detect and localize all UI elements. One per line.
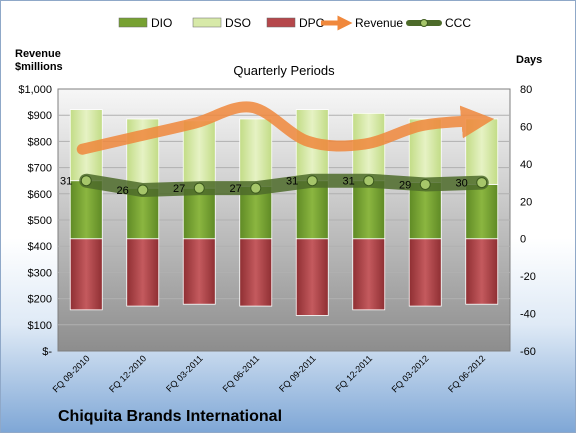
x-tick-label: FQ 09-2011 [277,353,318,394]
ccc-data-label: 31 [343,176,355,188]
dpo-bar [239,238,273,307]
dpo-bar [126,238,160,307]
dso-bar [465,118,499,185]
x-tick-label: FQ 12-2011 [334,353,375,394]
dpo-bar [182,238,216,305]
x-axis-ticks: FQ 09-2010 FQ 12-2010 FQ 03-2011 FQ 06-2011… [51,353,488,394]
legend-swatch-dpo [266,17,296,28]
x-tick-label: FQ 06-2011 [221,353,262,394]
right-tick-label: -20 [520,271,536,283]
dpo-bar [69,238,103,311]
right-tick-label: -40 [520,309,536,321]
dio-bar [295,180,329,240]
dio-bar [352,180,386,240]
right-axis-ticks: -60 -40 -20 0 20 40 60 80 [520,84,536,358]
left-tick-label: $700 [28,163,52,175]
left-tick-label: $400 [28,241,52,253]
left-axis-label-line1: Revenue [15,48,61,60]
ccc-data-label: 30 [456,178,468,190]
ccc-point [137,184,149,196]
dpo-bar [408,238,442,307]
right-tick-label: 0 [520,234,526,246]
ccc-point [306,175,318,187]
legend-label-dio: DIO [151,16,172,30]
revenue-line [76,101,495,155]
ccc-point [363,175,375,187]
legend-label-ccc: CCC [445,16,471,30]
ccc-point [250,182,262,194]
legend-swatch-dso [192,17,222,28]
right-tick-label: 40 [520,159,532,171]
ccc-data-label: 31 [60,176,72,188]
legend-label-dpo: DPO [299,16,325,30]
ccc-data-label: 27 [173,183,185,195]
ccc-point [193,182,205,194]
right-tick-label: 80 [520,84,532,96]
company-name: Chiquita Brands International [58,408,282,425]
x-tick-label: FQ 09-2010 [51,353,92,394]
right-tick-label: 20 [520,196,532,208]
left-tick-label: $1,000 [18,84,52,96]
ccc-data-label: 27 [230,183,242,195]
dio-bar [465,184,499,240]
left-tick-label: $- [42,346,52,358]
left-tick-label: $100 [28,320,52,332]
left-tick-label: $300 [28,267,52,279]
dso-bar [239,118,273,187]
ccc-data-label: 31 [286,176,298,188]
ccc-point [80,175,92,187]
x-tick-label: FQ 03-2011 [164,353,205,394]
x-tick-label: FQ 06-2012 [446,353,487,394]
legend-label-dso: DSO [225,16,251,30]
legend-marker-ccc [420,19,428,27]
dpo-bar [352,238,386,311]
dio-bar [408,182,442,240]
left-axis-label-line2: $millions [15,61,63,73]
left-tick-label: $200 [28,294,52,306]
dso-bar [182,120,216,189]
ccc-line [79,173,489,198]
ccc-point [476,177,488,189]
right-axis-label: Days [516,54,542,66]
right-tick-label: 60 [520,121,532,133]
ccc-data-label: 26 [117,185,129,197]
legend: DIO DSO DPO Revenue CCC [118,15,471,31]
chart-title: Quarterly Periods [233,63,335,78]
x-tick-label: FQ 12-2010 [107,353,148,394]
left-tick-label: $800 [28,136,52,148]
legend-label-revenue: Revenue [355,16,403,30]
ccc-point [419,178,431,190]
left-tick-label: $900 [28,110,52,122]
legend-swatch-dio [118,17,148,28]
dpo-bar [295,238,329,316]
ccc-series: 31 26 27 27 31 31 29 30 [60,173,489,198]
dpo-bar [465,238,499,305]
left-tick-label: $500 [28,215,52,227]
dio-bar [182,187,216,240]
left-tick-label: $600 [28,189,52,201]
ccc-data-label: 29 [399,179,411,191]
right-tick-label: -60 [520,346,536,358]
revenue-series [76,101,495,155]
left-axis-ticks: $- $100 $200 $300 $400 $500 $600 $700 $800 $900 $1… [18,84,52,358]
x-tick-label: FQ 03-2012 [390,353,431,394]
